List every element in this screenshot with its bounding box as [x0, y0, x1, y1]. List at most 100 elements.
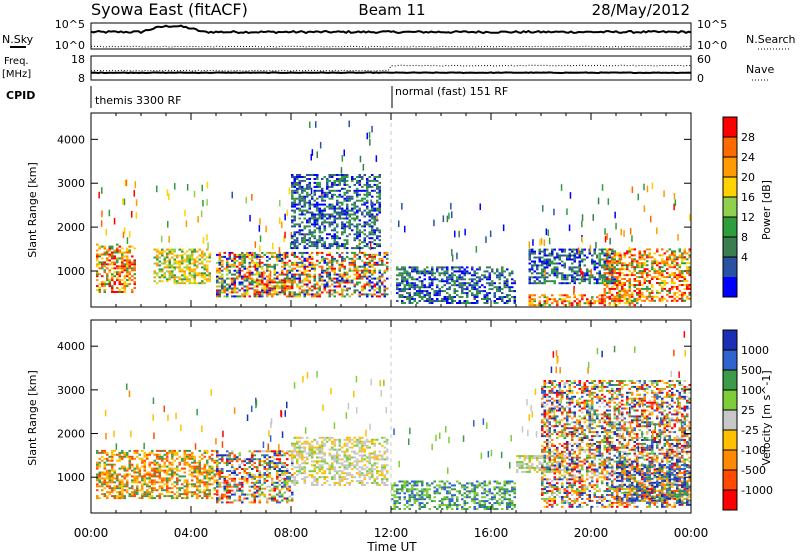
heatmap-cell: [308, 217, 311, 220]
heatmap-cell: [643, 252, 646, 255]
heatmap-cell: [128, 487, 131, 490]
heatmap-cell: [96, 275, 99, 278]
heatmap-cell: [123, 287, 126, 289]
heatmap-cell: [298, 203, 301, 206]
heatmap-cell: [151, 497, 154, 500]
heatmap-cell: [298, 285, 301, 288]
heatmap-cell: [158, 473, 161, 476]
heatmap-cell: [356, 277, 359, 280]
heatmap-cell: [248, 253, 251, 256]
heatmap-cell: [571, 304, 574, 307]
heatmap-cell: [508, 298, 511, 300]
heatmap-cell: [558, 254, 561, 257]
heatmap-cell: [113, 291, 116, 293]
heatmap-cell: [441, 298, 444, 300]
heatmap-cell: [141, 493, 144, 496]
heatmap-cell: [368, 285, 371, 288]
heatmap-cell: [313, 191, 316, 194]
heatmap-cell: [308, 207, 311, 210]
heatmap-cell: [286, 287, 289, 290]
heatmap-cell: [123, 281, 126, 284]
heatmap-cell: [443, 298, 446, 300]
heatmap-cell: [646, 268, 649, 271]
heatmap-cell: [543, 260, 546, 263]
heatmap-cell: [581, 298, 584, 301]
heatmap-cell: [321, 283, 324, 286]
heatmap-cell: [268, 464, 271, 467]
heatmap-cell: [331, 203, 334, 206]
heatmap-cell: [338, 285, 341, 288]
heatmap-cell: [278, 470, 281, 472]
heatmap-cell: [236, 265, 239, 268]
heatmap-cell: [118, 275, 121, 278]
heatmap-cell: [173, 258, 176, 261]
heatmap-cell: [131, 493, 134, 496]
heatmap-cell: [528, 278, 531, 281]
heatmap-cell: [353, 203, 356, 206]
heatmap-cell: [456, 276, 459, 279]
heatmap-cell: [328, 189, 331, 192]
heatmap-cell: [256, 481, 259, 484]
heatmap-cell: [601, 250, 604, 253]
heatmap-cell: [436, 270, 439, 273]
heatmap-cell: [241, 491, 244, 494]
heatmap-cell: [293, 251, 296, 254]
heatmap-cell: [283, 462, 286, 465]
heatmap-cell: [358, 193, 361, 196]
heatmap-cell: [633, 278, 636, 280]
heatmap-cell: [378, 205, 381, 208]
heatmap-cell: [133, 479, 136, 482]
heatmap-cell: [193, 475, 196, 478]
heatmap-cell: [316, 213, 319, 216]
heatmap-cell: [421, 282, 424, 285]
heatmap-cell: [408, 272, 411, 275]
heatmap-cell: [328, 277, 331, 280]
heatmap-cell: [176, 280, 179, 283]
heatmap-cell: [485, 236, 487, 243]
heatmap-cell: [401, 288, 404, 291]
heatmap-cell: [436, 298, 439, 300]
heatmap-cell: [598, 294, 601, 297]
heatmap-cell: [361, 251, 364, 254]
heatmap-cell: [313, 263, 316, 266]
heatmap-cell: [171, 497, 174, 500]
heatmap-cell: [161, 485, 164, 488]
heatmap-cell: [358, 247, 361, 250]
heatmap-cell: [398, 296, 401, 298]
heatmap-cell: [346, 203, 349, 206]
heatmap-cell: [273, 287, 276, 290]
heatmap-cell: [441, 278, 444, 281]
heatmap-cell: [248, 450, 251, 453]
heatmap-cell: [373, 223, 376, 226]
heatmap-cell: [333, 189, 336, 192]
heatmap-cell: [353, 261, 356, 264]
heatmap-cell: [361, 176, 364, 178]
heatmap-cell: [604, 235, 607, 243]
heatmap-cell: [171, 483, 174, 486]
heatmap-cell: [686, 285, 689, 288]
heatmap-cell: [186, 485, 189, 488]
heatmap-cell: [338, 273, 341, 276]
heatmap-cell: [546, 254, 549, 257]
heatmap-cell: [188, 266, 191, 269]
heatmap-cell: [316, 247, 319, 250]
heatmap-cell: [101, 257, 104, 260]
heatmap-cell: [196, 489, 199, 492]
heatmap-cell: [453, 270, 456, 273]
heatmap-cell: [556, 276, 559, 279]
heatmap-cell: [616, 304, 619, 307]
heatmap-cell: [258, 485, 261, 488]
heatmap-cell: [246, 293, 249, 296]
heatmap-cell: [571, 254, 574, 257]
heatmap-cell: [326, 257, 329, 260]
heatmap-cell: [193, 459, 196, 462]
heatmap-cell: [331, 257, 334, 260]
heatmap-cell: [368, 271, 371, 274]
heatmap-cell: [176, 491, 179, 494]
heatmap-cell: [326, 185, 329, 188]
heatmap-cell: [383, 271, 386, 274]
heatmap-cell: [533, 256, 536, 259]
heatmap-cell: [158, 485, 161, 488]
heatmap-cell: [448, 302, 451, 304]
heatmap-cell: [353, 205, 356, 208]
